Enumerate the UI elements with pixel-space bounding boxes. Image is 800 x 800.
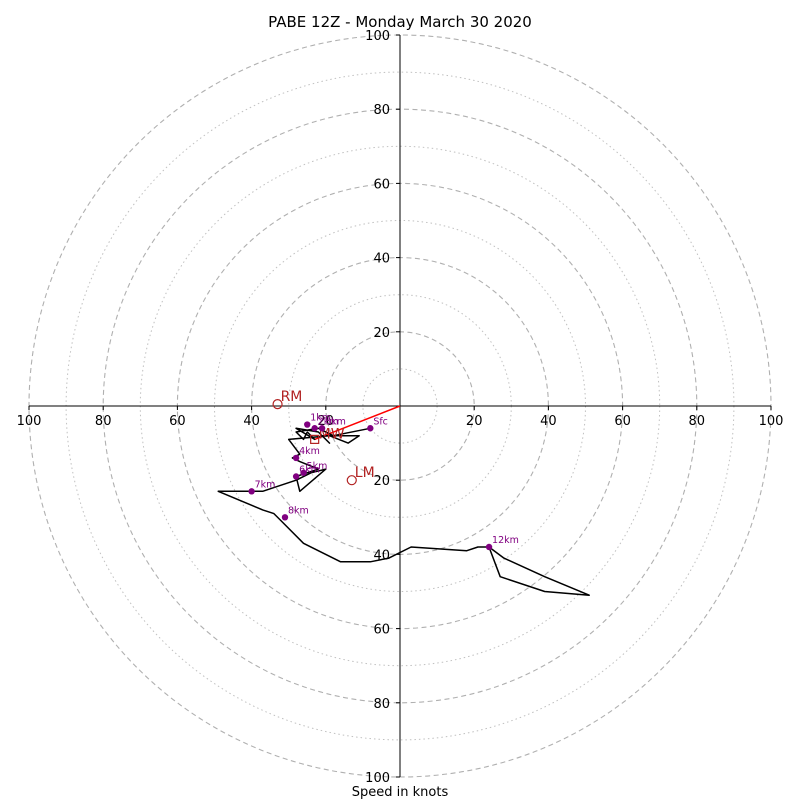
- height-marker-8km: [281, 514, 289, 521]
- hodograph-trace: [217, 405, 590, 596]
- height-label-4km: 4km: [299, 446, 320, 457]
- x-axis-label: Speed in knots: [352, 785, 449, 800]
- lm-marker: [346, 475, 357, 486]
- y-tick-label: 60: [373, 177, 390, 192]
- y-tick-label: 80: [373, 103, 390, 118]
- x-tick-label: 40: [540, 414, 557, 429]
- x-tick-label: 100: [759, 414, 784, 429]
- height-marker-sfc: [367, 425, 374, 432]
- mean-wind-marker: [310, 434, 320, 444]
- y-tick-label: 20: [373, 474, 390, 489]
- height-marker-7km: [248, 488, 255, 495]
- height-label-5km: 5km: [307, 461, 328, 472]
- height-marker-12km: [485, 543, 493, 551]
- height-label-2km: 2km: [318, 416, 339, 427]
- y-tick-label: 80: [373, 697, 390, 712]
- height-label-6km: 6km: [299, 464, 320, 475]
- x-tick-label: 60: [169, 414, 186, 429]
- y-tick-label: 20: [373, 326, 390, 341]
- tick-labels: 100 80 60 40 20 20 40 60 80 100100806040202040608…: [17, 29, 784, 786]
- lm-label: LM: [355, 465, 375, 481]
- height-marker-3km: [318, 425, 326, 432]
- height-label-8km: 8km: [288, 505, 309, 516]
- rm-marker: [272, 399, 283, 410]
- x-tick-label: 20: [466, 414, 483, 429]
- y-tick-label: 100: [365, 29, 390, 44]
- x-tick-label: 80: [95, 414, 112, 429]
- mean-wind-label: MW: [319, 426, 345, 442]
- height-label-1km: 1km: [310, 413, 331, 424]
- height-marker-1km: [304, 421, 311, 428]
- rm-label: RM: [281, 389, 303, 405]
- y-tick-label: 100: [365, 771, 390, 786]
- chart-title: PABE 12Z - Monday March 30 2020: [268, 13, 532, 31]
- height-label-sfc: Sfc: [373, 416, 388, 427]
- height-label-7km: 7km: [255, 479, 276, 490]
- height-marker-5km: [300, 469, 307, 476]
- height-marker-6km: [292, 473, 300, 480]
- x-tick-label: 80: [689, 414, 706, 429]
- y-tick-label: 60: [373, 623, 390, 638]
- storm-motion-markers: RM LM MW: [272, 389, 375, 486]
- height-marker-4km: [292, 454, 300, 462]
- height-label-12km: 12km: [492, 535, 519, 546]
- height-marker-2km: [311, 425, 318, 432]
- x-tick-label: 60: [614, 414, 631, 429]
- x-tick-label: 100: [17, 414, 42, 429]
- x-tick-label: 40: [243, 414, 260, 429]
- y-tick-label: 40: [373, 252, 390, 267]
- height-label-3km: 3km: [325, 416, 346, 427]
- hodograph-line: [217, 427, 590, 596]
